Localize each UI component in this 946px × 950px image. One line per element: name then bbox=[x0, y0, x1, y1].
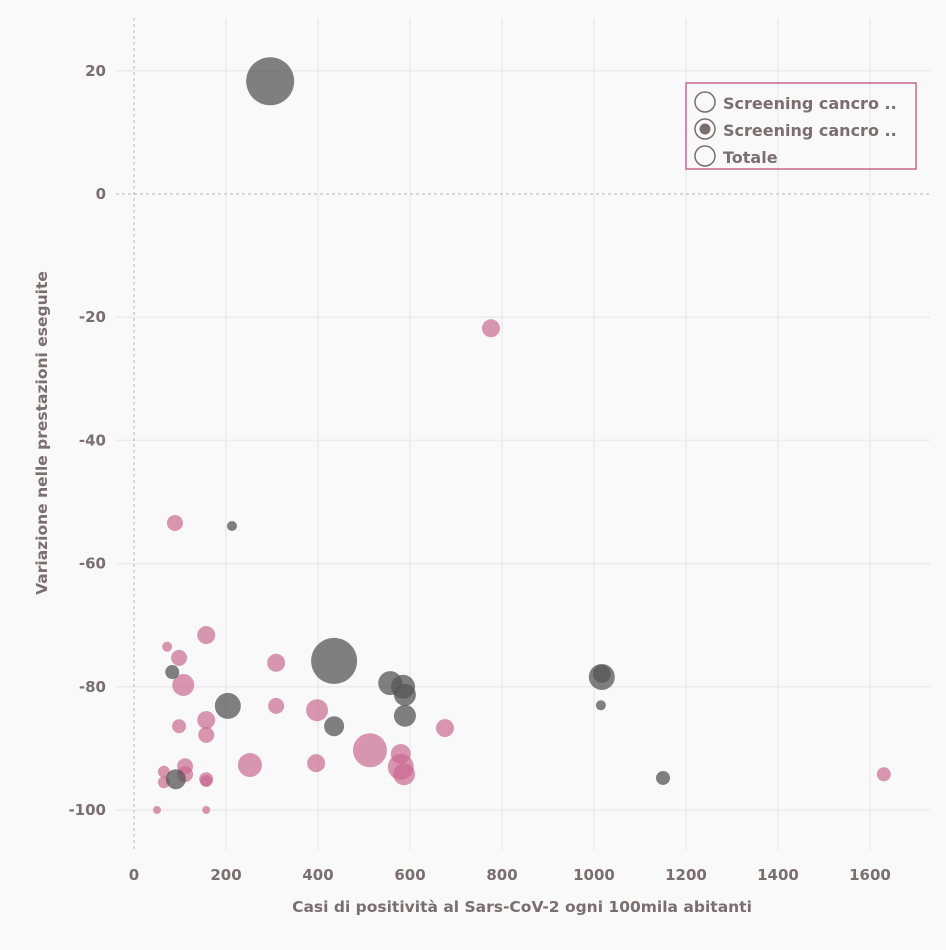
series-1 bbox=[153, 319, 891, 814]
legend-item-2[interactable]: Screening cancro .. bbox=[694, 118, 897, 140]
y-tick-label: -40 bbox=[79, 431, 106, 449]
y-axis: 20 0 -20 -40 -60 -80 -100 bbox=[68, 62, 106, 819]
legend-marker-filled-icon bbox=[694, 118, 716, 140]
bubble-point[interactable] bbox=[166, 514, 183, 531]
bubble-point[interactable] bbox=[393, 763, 416, 786]
bubble-point[interactable] bbox=[226, 521, 237, 532]
bubble-point[interactable] bbox=[165, 769, 186, 790]
plot-area bbox=[153, 57, 891, 814]
x-tick-label: 600 bbox=[394, 866, 425, 884]
bubble-point[interactable] bbox=[267, 653, 286, 672]
bubble-point[interactable] bbox=[246, 57, 295, 106]
legend-item-1[interactable]: Screening cancro .. bbox=[694, 91, 897, 113]
legend-marker-dot bbox=[699, 123, 711, 135]
bubble-point[interactable] bbox=[153, 806, 161, 814]
y-tick-label: -80 bbox=[79, 678, 106, 696]
bubble-point[interactable] bbox=[435, 719, 454, 738]
legend-box bbox=[685, 82, 917, 170]
legend-label: Totale bbox=[723, 148, 778, 167]
x-tick-label: 1600 bbox=[849, 866, 891, 884]
bubble-point[interactable] bbox=[393, 683, 416, 706]
x-tick-label: 400 bbox=[302, 866, 333, 884]
x-tick-label: 200 bbox=[210, 866, 241, 884]
y-tick-label: -100 bbox=[68, 801, 106, 819]
bubble-point[interactable] bbox=[214, 692, 241, 719]
bubble-point[interactable] bbox=[306, 699, 329, 722]
bubble-point[interactable] bbox=[307, 754, 326, 773]
legend: Screening cancro .. Screening cancro .. … bbox=[685, 82, 917, 170]
bubble-point[interactable] bbox=[165, 665, 180, 680]
bubble-point[interactable] bbox=[200, 775, 213, 788]
y-tick-label: 0 bbox=[96, 185, 106, 203]
y-tick-label: -20 bbox=[79, 308, 106, 326]
bubble-point[interactable] bbox=[352, 733, 387, 768]
bubble-point[interactable] bbox=[237, 753, 262, 778]
x-axis: 0 200 400 600 800 1000 1200 1400 1600 bbox=[129, 866, 891, 884]
bubble-point[interactable] bbox=[197, 626, 216, 645]
grid bbox=[116, 18, 930, 850]
bubble-point[interactable] bbox=[656, 770, 670, 785]
bubble-point[interactable] bbox=[481, 319, 500, 338]
bubble-point[interactable] bbox=[324, 716, 345, 737]
x-tick-label: 800 bbox=[486, 866, 517, 884]
bubble-point[interactable] bbox=[876, 767, 891, 782]
bubble-point[interactable] bbox=[172, 673, 195, 696]
bubble-point[interactable] bbox=[171, 649, 188, 666]
bubble-point[interactable] bbox=[202, 806, 211, 814]
bubble-point[interactable] bbox=[393, 704, 416, 727]
x-tick-label: 1200 bbox=[665, 866, 707, 884]
zero-reference-lines bbox=[116, 18, 930, 850]
bubble-point[interactable] bbox=[268, 697, 285, 714]
legend-marker-hollow-icon bbox=[694, 145, 716, 167]
bubble-point[interactable] bbox=[592, 664, 611, 683]
legend-item-3[interactable]: Totale bbox=[694, 145, 778, 167]
x-axis-label: Casi di positività al Sars-CoV-2 ogni 10… bbox=[292, 898, 752, 916]
x-tick-label: 0 bbox=[129, 866, 139, 884]
bubble-point[interactable] bbox=[162, 641, 173, 652]
bubble-point[interactable] bbox=[311, 637, 358, 684]
legend-marker-hollow-icon bbox=[694, 91, 716, 113]
series-2 bbox=[165, 57, 670, 790]
bubble-point[interactable] bbox=[595, 700, 606, 711]
y-tick-label: -60 bbox=[79, 555, 106, 573]
bubble-point[interactable] bbox=[172, 719, 187, 734]
y-tick-label: 20 bbox=[85, 62, 106, 80]
bubble-point[interactable] bbox=[198, 726, 215, 743]
legend-label: Screening cancro .. bbox=[723, 94, 897, 113]
bubble-point[interactable] bbox=[197, 711, 216, 730]
legend-label: Screening cancro .. bbox=[723, 121, 897, 140]
x-tick-label: 1400 bbox=[757, 866, 799, 884]
y-axis-label: Variazione nelle prestazioni eseguite bbox=[33, 271, 51, 595]
x-tick-label: 1000 bbox=[573, 866, 615, 884]
